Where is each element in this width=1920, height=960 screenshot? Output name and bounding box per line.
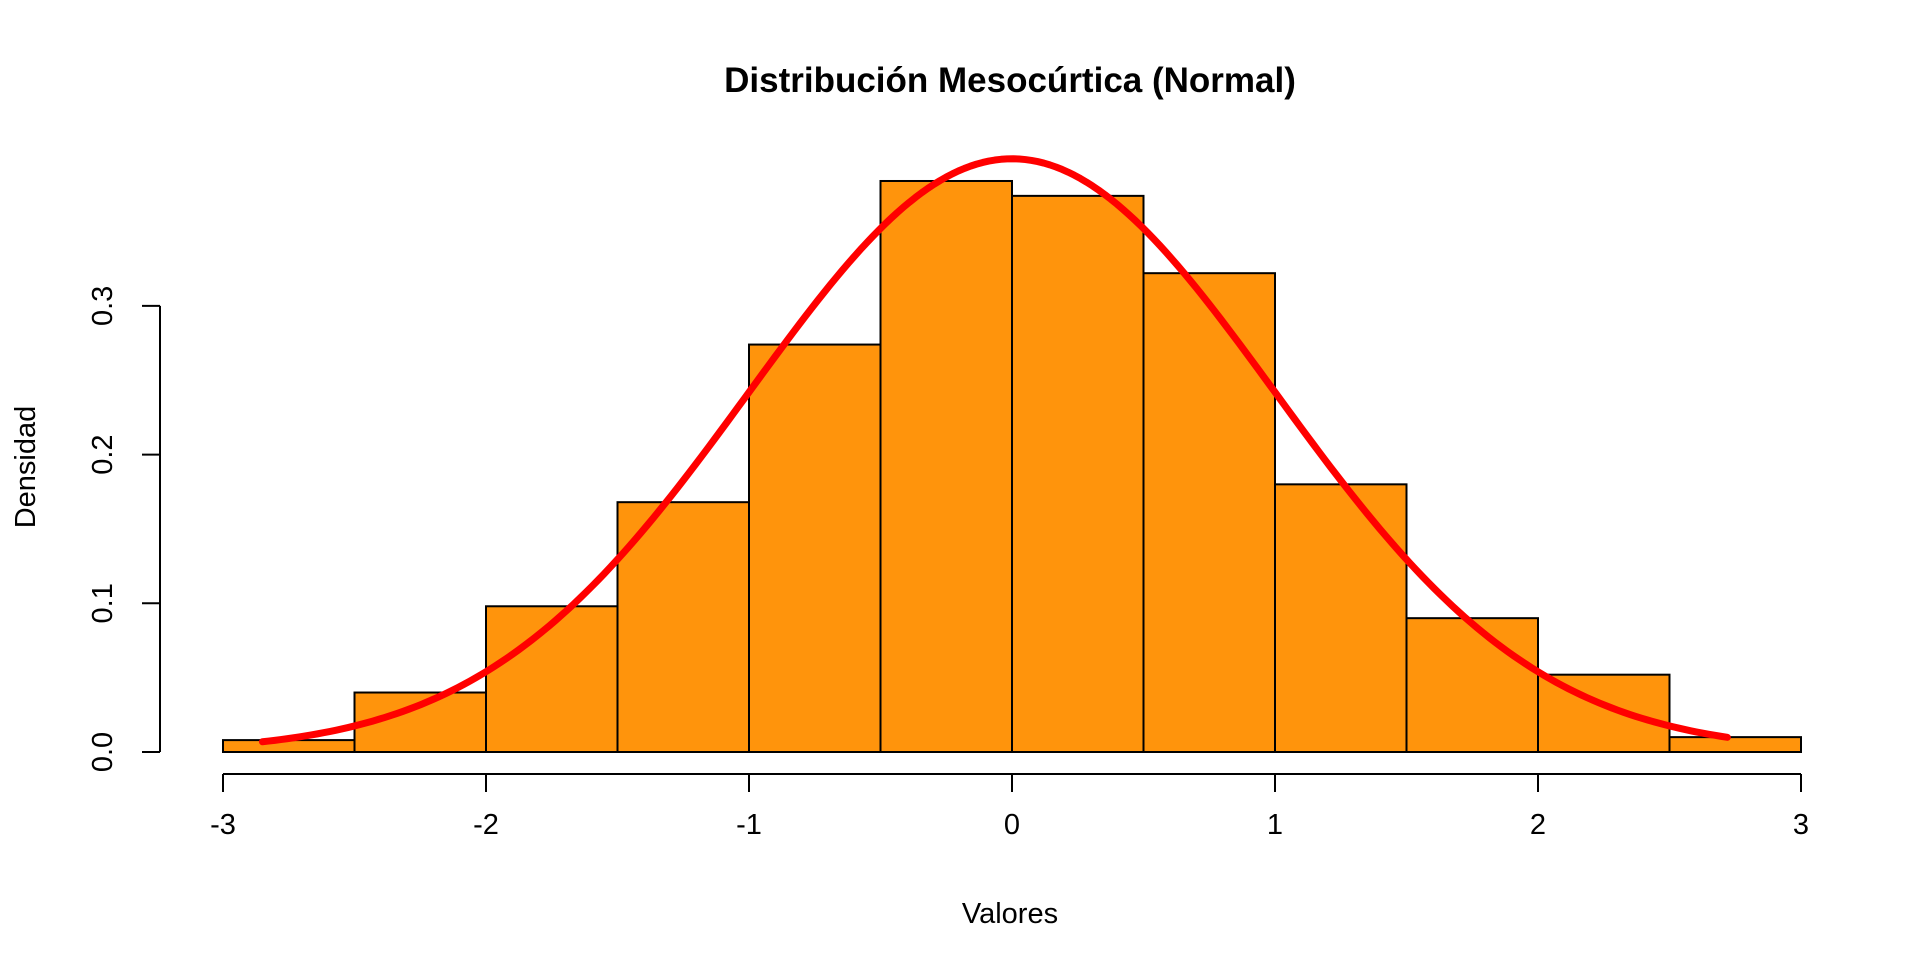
x-tick-label: -2 — [473, 809, 499, 841]
histogram-bar — [879, 179, 1013, 753]
y-axis-label: Densidad — [10, 406, 42, 529]
histogram-bar — [1274, 483, 1408, 753]
histogram-bar — [1405, 617, 1539, 753]
y-tick-label: 0.0 — [87, 732, 119, 772]
x-tick-label: 1 — [1267, 809, 1283, 841]
chart-title: Distribución Mesocúrtica (Normal) — [724, 61, 1296, 100]
histogram-bars — [222, 179, 1802, 754]
y-tick-label: 0.1 — [87, 583, 119, 623]
y-tick-label: 0.2 — [87, 434, 119, 474]
x-tick-label: -3 — [210, 809, 236, 841]
histogram-bar — [1668, 736, 1802, 754]
histogram-bar — [748, 343, 882, 753]
y-axis: 0.0 0.1 0.2 0.3 — [87, 286, 161, 772]
histogram-bar — [1011, 194, 1145, 753]
x-tick-label: 3 — [1793, 809, 1809, 841]
y-tick-label: 0.3 — [87, 286, 119, 326]
x-tick-label: -1 — [736, 809, 762, 841]
x-tick-label: 0 — [1004, 809, 1020, 841]
density-curve — [258, 155, 1731, 746]
x-tick-label: 2 — [1530, 809, 1546, 841]
histogram-bar — [485, 605, 619, 753]
histogram-bar — [1142, 272, 1276, 753]
x-axis-label: Valores — [962, 898, 1058, 930]
x-axis: -3 -2 -1 0 1 2 3 — [210, 773, 1809, 841]
